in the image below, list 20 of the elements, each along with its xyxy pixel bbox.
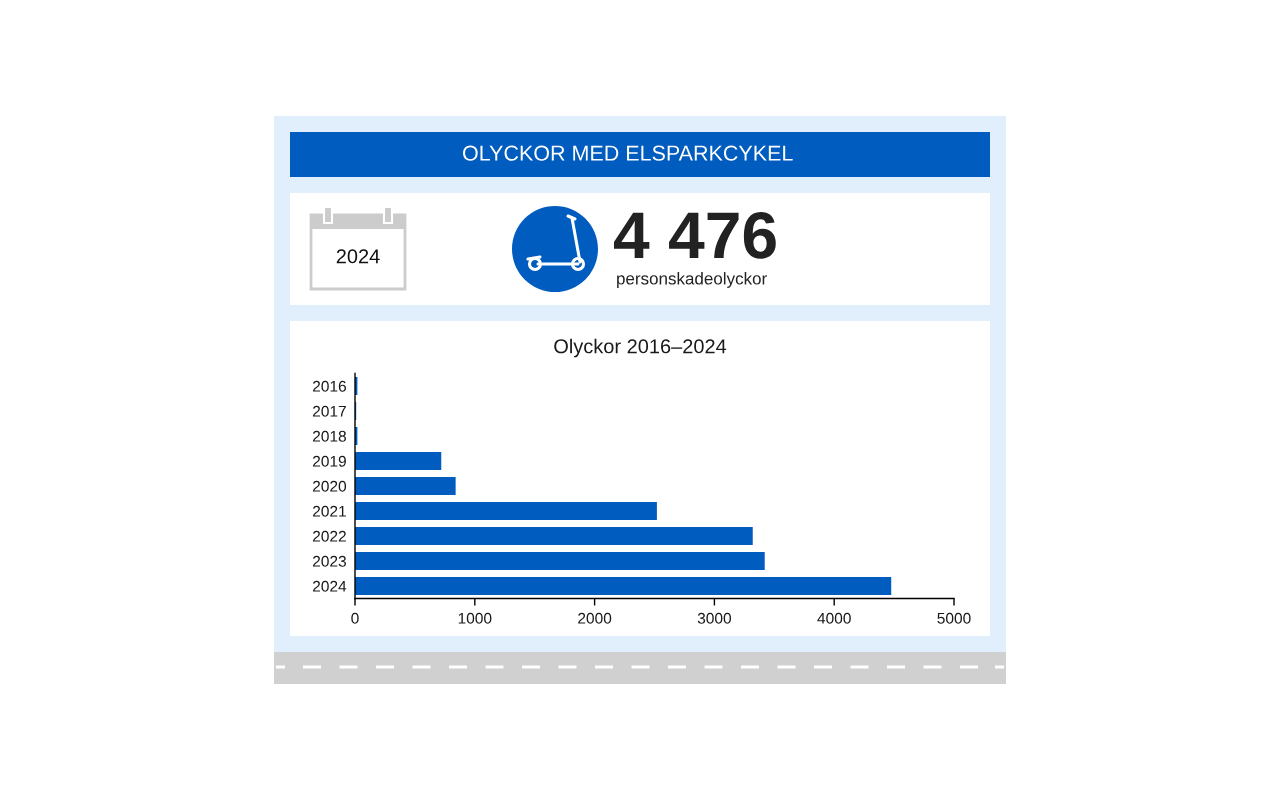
y-tick-label: 2019 (312, 455, 346, 467)
x-tick-label: 4000 (817, 612, 851, 624)
x-tick-label: 3000 (697, 612, 732, 624)
x-tick-label: 5000 (937, 612, 971, 624)
x-tick-label: 1000 (458, 612, 492, 624)
text: personskadeolyckor (617, 272, 767, 288)
y-tick-label: 2020 (312, 480, 347, 492)
chart-title: OLYCKOR MED ELSPARKCYKEL (463, 145, 793, 161)
y-tick-label: 2023 (312, 555, 346, 567)
y-tick-label: 2024 (312, 580, 347, 592)
y-tick-label: 2018 (312, 430, 346, 442)
y-tick-label: 2022 (312, 530, 346, 542)
y-tick-label: 2017 (312, 405, 346, 417)
x-tick-label: 0 (351, 612, 359, 624)
y-tick-label: 2021 (312, 505, 346, 517)
chart-subtitle: Olyckor 2016–2024 (554, 338, 727, 358)
text: 4 476 (614, 211, 776, 259)
text: 2024 (336, 249, 380, 264)
x-tick-label: 2000 (578, 612, 612, 624)
y-tick-label: 2016 (312, 380, 346, 392)
